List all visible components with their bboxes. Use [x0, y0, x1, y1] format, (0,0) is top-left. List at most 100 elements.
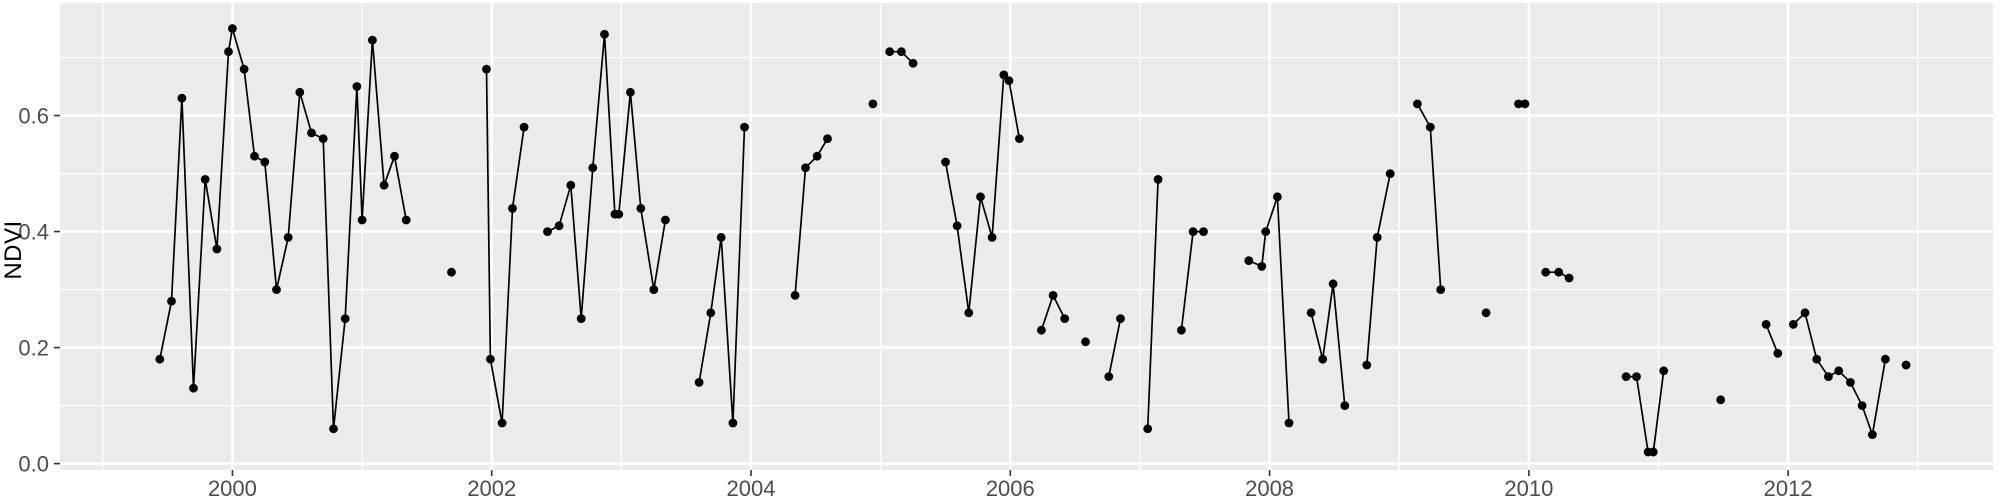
data-point	[1372, 233, 1382, 242]
y-tick-label: 0.0	[18, 452, 49, 477]
data-point	[1824, 372, 1833, 381]
data-point	[706, 308, 716, 318]
data-point	[1273, 192, 1282, 202]
data-point	[189, 383, 198, 393]
data-point	[790, 291, 800, 300]
data-point	[352, 82, 362, 91]
data-point	[260, 157, 270, 167]
data-point	[357, 215, 367, 225]
data-point	[1004, 76, 1014, 86]
data-point	[1541, 267, 1551, 277]
data-point	[1857, 401, 1867, 410]
data-point	[1015, 134, 1024, 144]
data-point	[307, 128, 316, 138]
data-point	[340, 314, 350, 323]
data-point	[626, 87, 635, 97]
data-point	[1659, 366, 1669, 376]
data-point	[1306, 308, 1316, 318]
data-point	[614, 209, 624, 219]
data-point	[1425, 122, 1435, 132]
data-point	[600, 29, 609, 39]
data-segment-line	[1146, 178, 1159, 430]
data-point	[1188, 227, 1198, 237]
data-point	[885, 47, 895, 57]
data-point	[368, 35, 377, 45]
data-point	[1037, 325, 1046, 335]
x-tick-label: 2006	[986, 476, 1035, 500]
data-point	[508, 204, 517, 213]
data-segment-line	[1310, 282, 1346, 407]
data-point	[1244, 256, 1254, 265]
data-point	[1081, 337, 1090, 347]
y-tick-label: 0.6	[18, 104, 49, 129]
data-point	[167, 296, 176, 306]
y-tick-label: 0.4	[18, 220, 49, 245]
data-point	[272, 285, 281, 294]
data-point	[1800, 308, 1810, 318]
x-tick-label: 2010	[1504, 476, 1553, 500]
data-point	[295, 87, 305, 97]
data-point	[728, 418, 738, 428]
data-point	[952, 221, 962, 231]
data-segment-line	[546, 33, 667, 320]
data-point	[482, 64, 491, 74]
data-point	[964, 308, 974, 318]
data-point	[1812, 354, 1822, 364]
data-point	[554, 221, 564, 231]
data-point	[1153, 175, 1163, 184]
data-point	[976, 192, 985, 202]
data-point	[1362, 360, 1372, 370]
data-point	[212, 244, 222, 254]
data-point	[329, 424, 338, 434]
data-point	[1881, 354, 1890, 364]
data-point	[1648, 447, 1658, 457]
data-point	[1413, 99, 1422, 109]
data-point	[801, 163, 810, 173]
data-point	[283, 233, 293, 242]
data-point	[1481, 308, 1491, 318]
data-point	[200, 175, 210, 184]
x-tick-label: 2008	[1245, 476, 1294, 500]
data-point	[379, 180, 389, 190]
data-point	[566, 180, 576, 190]
data-point	[1199, 227, 1208, 237]
x-tick-label: 2004	[727, 476, 776, 500]
data-point	[941, 157, 950, 167]
data-point	[649, 285, 659, 294]
data-point	[543, 227, 552, 237]
data-point	[1846, 378, 1855, 387]
data-point	[1261, 227, 1271, 237]
data-point	[1177, 325, 1186, 335]
data-point	[497, 418, 507, 428]
data-point	[239, 64, 249, 74]
x-tick-label: 2000	[208, 476, 257, 500]
data-point	[716, 233, 726, 242]
data-point	[1788, 320, 1798, 329]
data-segment-line	[794, 137, 829, 297]
data-point	[588, 163, 598, 173]
data-point	[1621, 372, 1631, 381]
x-tick-label: 2012	[1764, 476, 1813, 500]
data-point	[636, 204, 646, 213]
data-point	[812, 151, 822, 161]
data-point	[1340, 401, 1350, 410]
data-point	[1868, 430, 1877, 439]
data-point	[1834, 366, 1844, 376]
data-segment-line	[1765, 323, 1779, 355]
data-point	[177, 93, 187, 103]
data-point	[1554, 267, 1564, 277]
data-point	[250, 151, 259, 161]
data-point	[868, 99, 878, 109]
data-point	[519, 122, 529, 132]
data-point	[897, 47, 906, 57]
data-point	[1116, 314, 1125, 323]
data-point	[1761, 320, 1771, 329]
data-point	[1514, 99, 1523, 109]
data-point	[694, 378, 704, 387]
data-point	[390, 151, 399, 161]
data-point	[1564, 273, 1574, 283]
data-point	[1385, 169, 1395, 179]
data-point	[228, 24, 237, 33]
data-point	[987, 233, 997, 242]
